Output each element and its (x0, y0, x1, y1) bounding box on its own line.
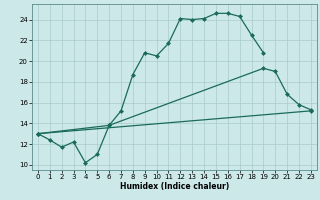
X-axis label: Humidex (Indice chaleur): Humidex (Indice chaleur) (120, 182, 229, 191)
